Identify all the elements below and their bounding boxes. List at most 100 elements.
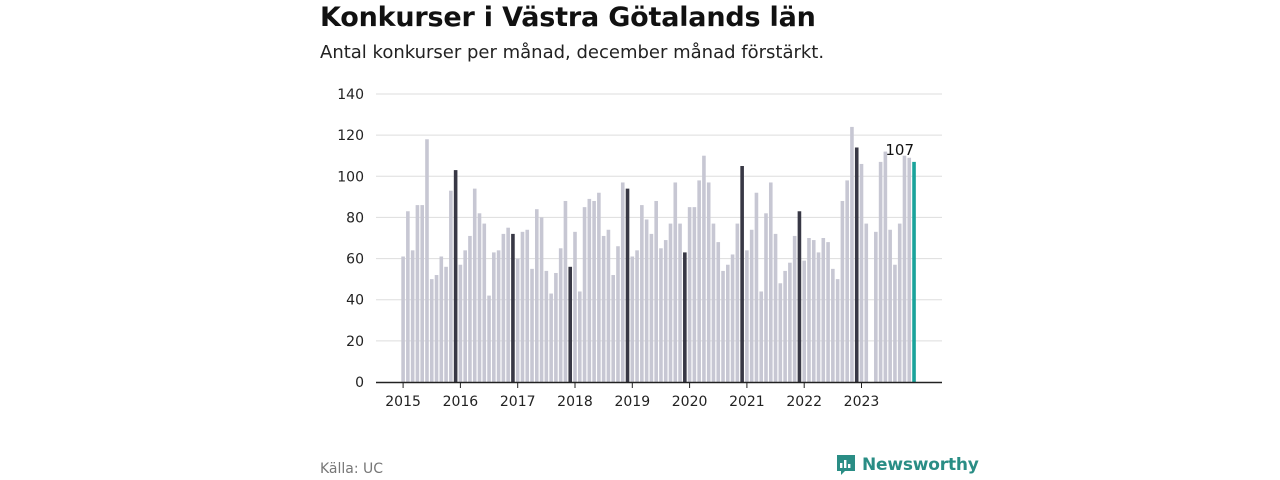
x-tick-label: 2023: [844, 394, 880, 410]
newsworthy-logo-icon: [837, 455, 855, 475]
bar: [401, 256, 405, 382]
bar: [783, 270, 787, 382]
bar: [730, 254, 735, 382]
bar: [845, 180, 849, 382]
bar: [754, 192, 759, 382]
bar: [850, 126, 854, 382]
bar: [587, 198, 592, 382]
y-tick-label: 100: [337, 169, 364, 185]
bar: [535, 209, 539, 382]
bars: [401, 126, 916, 382]
bar: [687, 207, 692, 382]
bar: [434, 275, 439, 382]
bar: [458, 264, 463, 382]
bar: [406, 211, 410, 382]
bar: [477, 213, 482, 382]
bar: [668, 223, 673, 382]
last-value-label: 107: [885, 141, 914, 159]
bar: [525, 229, 530, 382]
bar: [711, 223, 716, 382]
bar: [802, 260, 806, 382]
bar: [635, 250, 639, 382]
bar: [449, 190, 453, 382]
bar: [544, 270, 549, 382]
bar: [640, 205, 644, 382]
bar: [897, 223, 902, 382]
bar: [506, 227, 510, 382]
bar: [496, 250, 501, 382]
bar: [764, 213, 768, 382]
bar: [520, 231, 525, 382]
bar: [630, 256, 635, 382]
bar: [573, 231, 577, 382]
bar: [439, 256, 444, 382]
bar: [582, 207, 587, 382]
bar: [563, 200, 568, 382]
bar: [606, 229, 611, 382]
y-tick-label: 140: [337, 87, 364, 103]
bar: [721, 270, 725, 382]
bar: [768, 182, 773, 382]
bar: [697, 180, 701, 382]
bar: [726, 264, 730, 382]
bar: [864, 223, 869, 382]
bar: [468, 235, 472, 382]
bar: [611, 275, 615, 382]
bar: [673, 182, 678, 382]
bar-december: [797, 211, 802, 382]
bar: [663, 240, 668, 382]
bar-december: [683, 252, 687, 382]
source-note: Källa: UC: [320, 461, 384, 477]
bar: [444, 266, 448, 382]
chart-title: Konkurser i Västra Götalands län: [320, 2, 816, 33]
bar: [620, 182, 625, 382]
bar: [415, 205, 420, 382]
bar: [501, 233, 506, 382]
bar: [558, 248, 563, 382]
bar: [859, 163, 864, 382]
bar: [487, 295, 491, 382]
bar: [826, 242, 830, 382]
y-tick-label: 60: [346, 252, 364, 268]
bar: [840, 200, 845, 382]
bar: [601, 235, 606, 382]
bar: [878, 161, 883, 382]
bar: [749, 229, 754, 382]
brand-name: Newsworthy: [862, 455, 979, 475]
bar-december: [625, 188, 630, 382]
x-tick-label: 2019: [614, 394, 650, 410]
y-tick-label: 40: [346, 293, 364, 309]
x-tick-label: 2021: [729, 394, 765, 410]
bar: [420, 205, 424, 382]
bar: [773, 233, 778, 382]
bar: [888, 229, 892, 382]
bar: [788, 262, 792, 382]
bar: [515, 258, 520, 382]
x-tick-label: 2017: [500, 394, 536, 410]
bar: [654, 200, 658, 382]
bar: [778, 283, 783, 382]
bar: [821, 238, 826, 382]
brand-logo[interactable]: Newsworthy: [836, 454, 979, 476]
bar: [807, 238, 811, 382]
bar: [616, 246, 620, 382]
y-axis-ticks: 0 20 40 60 80 100 120 140: [337, 87, 364, 391]
bar: [907, 157, 912, 382]
bar: [874, 231, 878, 382]
bar: [735, 223, 740, 382]
bar-december: [568, 266, 573, 382]
bar: [883, 151, 888, 382]
x-tick-label: 2015: [385, 394, 421, 410]
bar: [745, 250, 749, 382]
bar: [831, 268, 835, 382]
bar-december: [854, 147, 859, 382]
x-tick-label: 2022: [786, 394, 822, 410]
bar: [539, 217, 544, 382]
bar: [492, 252, 496, 382]
x-tick-label: 2018: [557, 394, 593, 410]
bar: [530, 268, 534, 382]
bar: [692, 207, 697, 382]
bar: [706, 182, 711, 382]
bar: [649, 233, 654, 382]
chart-subtitle: Antal konkurser per månad, december måna…: [320, 42, 825, 63]
